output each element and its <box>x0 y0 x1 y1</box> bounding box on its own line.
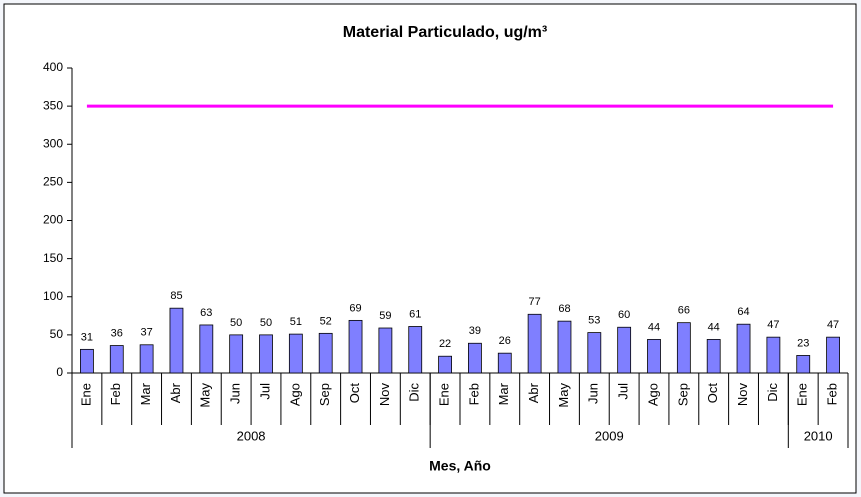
x-tick-label: Ago <box>645 383 660 406</box>
group-label: 2008 <box>237 428 266 443</box>
bar <box>408 326 423 374</box>
chart-title: Material Particulado, ug/m³ <box>343 24 547 41</box>
data-label: 31 <box>81 331 93 343</box>
bar <box>288 333 303 374</box>
data-label: 63 <box>200 307 212 319</box>
x-tick-label: Feb <box>108 383 123 405</box>
bar <box>647 339 661 374</box>
x-tick-label: Ene <box>795 383 810 406</box>
bar <box>259 334 273 374</box>
bar <box>796 355 811 374</box>
x-tick-label: Mar <box>138 382 153 405</box>
x-tick-label: Sep <box>317 383 332 406</box>
y-tick-label: 100 <box>43 289 63 303</box>
y-tick-label: 200 <box>43 213 63 227</box>
y-tick-label: 50 <box>50 327 64 341</box>
bar <box>468 342 482 374</box>
bar <box>736 323 751 374</box>
data-label: 22 <box>439 338 451 350</box>
bar <box>527 313 542 374</box>
x-tick-label: Feb <box>825 383 840 405</box>
x-tick-label: Ago <box>287 383 302 406</box>
x-tick-label: Mar <box>496 382 511 405</box>
x-tick-label: Nov <box>735 383 750 407</box>
y-tick-label: 350 <box>43 98 63 112</box>
data-label: 64 <box>737 306 749 318</box>
bar <box>199 324 214 374</box>
data-label: 44 <box>708 321 720 333</box>
bar <box>826 336 840 374</box>
data-label: 47 <box>767 319 779 331</box>
bar <box>617 326 632 374</box>
bar <box>497 352 512 374</box>
data-label: 77 <box>528 296 540 308</box>
x-tick-label: Sep <box>675 383 690 406</box>
bar <box>229 334 244 374</box>
y-tick-label: 300 <box>43 136 63 150</box>
x-tick-label: Ene <box>437 383 452 406</box>
data-label: 53 <box>588 314 600 326</box>
bar <box>139 344 154 374</box>
bar <box>378 327 393 374</box>
bar <box>557 320 572 374</box>
data-label: 50 <box>230 317 242 329</box>
x-tick-label: Jun <box>228 383 243 404</box>
data-label: 39 <box>469 325 481 337</box>
data-label: 52 <box>320 315 332 327</box>
y-tick-label: 150 <box>43 251 63 265</box>
y-tick-label: 400 <box>43 60 63 74</box>
bar <box>80 348 94 374</box>
data-label: 51 <box>290 316 302 328</box>
data-label: 60 <box>618 309 630 321</box>
x-tick-label: Dic <box>765 383 780 402</box>
data-label: 44 <box>648 321 660 333</box>
data-label: 68 <box>558 303 570 315</box>
bar <box>109 345 124 374</box>
data-label: 26 <box>499 335 511 347</box>
data-label: 36 <box>111 327 123 339</box>
data-label: 66 <box>678 305 690 317</box>
data-label: 50 <box>260 317 272 329</box>
data-label: 23 <box>797 337 809 349</box>
bar <box>169 307 184 374</box>
x-tick-label: Feb <box>466 383 481 405</box>
x-tick-label: May <box>556 383 571 408</box>
data-label: 47 <box>827 319 839 331</box>
x-tick-label: Ene <box>78 383 93 406</box>
x-tick-label: Jul <box>616 383 631 400</box>
bar <box>676 322 691 374</box>
x-tick-label: Oct <box>347 383 362 404</box>
x-axis-label: Mes, Año <box>429 458 491 474</box>
x-tick-label: Abr <box>526 382 541 403</box>
x-tick-label: May <box>198 383 213 408</box>
data-label: 37 <box>140 327 152 339</box>
x-tick-label: Oct <box>705 383 720 404</box>
data-label: 59 <box>379 310 391 322</box>
data-label: 61 <box>409 308 421 320</box>
group-label: 2009 <box>595 428 624 443</box>
x-tick-label: Jun <box>586 383 601 404</box>
bar <box>438 355 452 374</box>
bar <box>587 332 602 374</box>
y-tick-label: 0 <box>56 365 63 379</box>
bar <box>348 319 363 374</box>
bar <box>318 332 333 374</box>
x-tick-label: Jul <box>257 383 272 400</box>
data-label: 85 <box>170 290 182 302</box>
x-tick-label: Dic <box>407 383 422 402</box>
data-label: 69 <box>349 302 361 314</box>
bar <box>766 336 781 374</box>
bar <box>706 339 721 374</box>
x-tick-label: Abr <box>168 382 183 403</box>
x-tick-label: Nov <box>377 383 392 407</box>
y-tick-label: 250 <box>43 175 63 189</box>
group-label: 2010 <box>804 428 833 443</box>
